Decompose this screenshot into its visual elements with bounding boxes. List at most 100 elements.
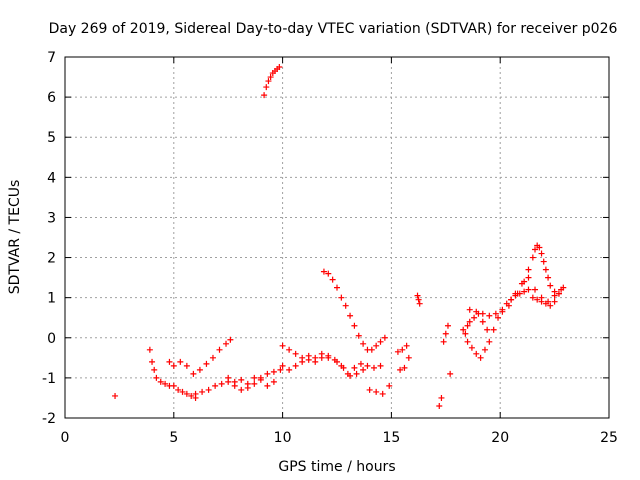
data-point xyxy=(414,292,421,299)
y-tick-label: 2 xyxy=(47,251,56,267)
data-point xyxy=(325,270,332,277)
data-point xyxy=(364,362,371,369)
y-tick-label: -1 xyxy=(42,371,56,387)
data-point xyxy=(149,358,156,365)
series-seg-l xyxy=(436,322,454,409)
data-point xyxy=(170,382,177,389)
data-point xyxy=(477,354,484,361)
data-point xyxy=(525,266,532,273)
data-point xyxy=(162,380,169,387)
data-point xyxy=(112,392,119,399)
data-point xyxy=(157,378,164,385)
x-tick-label: 25 xyxy=(600,430,618,446)
y-axis-ticks: -2 -1 0 1 2 3 4 5 6 7 xyxy=(42,50,609,427)
data-point xyxy=(444,322,451,329)
data-point xyxy=(484,326,491,333)
data-point xyxy=(558,286,565,293)
data-point xyxy=(514,290,521,297)
data-point xyxy=(329,276,336,283)
data-point xyxy=(264,370,271,377)
data-point xyxy=(405,354,412,361)
data-point xyxy=(351,364,358,371)
data-point xyxy=(555,290,562,297)
x-tick-label: 0 xyxy=(61,430,70,446)
data-point xyxy=(340,364,347,371)
data-point xyxy=(225,374,232,381)
data-point xyxy=(468,344,475,351)
data-point xyxy=(276,64,283,71)
series-seg-j xyxy=(394,342,412,373)
data-point xyxy=(177,358,184,365)
data-point xyxy=(238,376,245,383)
y-tick-label: 4 xyxy=(47,170,56,186)
data-point xyxy=(218,380,225,387)
data-point xyxy=(320,268,327,275)
data-point xyxy=(532,286,539,293)
data-point xyxy=(351,322,358,329)
data-point xyxy=(534,296,541,303)
data-point xyxy=(490,326,497,333)
y-tick-label: -2 xyxy=(42,411,56,427)
data-point xyxy=(227,336,234,343)
data-point xyxy=(368,346,375,353)
data-point xyxy=(397,366,404,373)
data-point xyxy=(196,366,203,373)
data-point xyxy=(264,382,271,389)
data-point xyxy=(462,330,469,337)
data-point xyxy=(394,348,401,355)
data-point xyxy=(466,318,473,325)
data-point xyxy=(216,346,223,353)
data-point xyxy=(525,286,532,293)
data-point xyxy=(347,372,354,379)
data-point xyxy=(251,380,258,387)
data-point xyxy=(481,346,488,353)
data-point xyxy=(471,314,478,321)
y-tick-label: 3 xyxy=(47,210,56,226)
x-tick-label: 20 xyxy=(491,430,509,446)
data-point xyxy=(486,338,493,345)
data-point xyxy=(486,312,493,319)
plot-frame xyxy=(64,56,610,419)
data-point xyxy=(279,342,286,349)
data-point xyxy=(386,382,393,389)
data-point xyxy=(475,310,482,317)
series-seg-b xyxy=(166,336,234,377)
data-point xyxy=(547,282,554,289)
data-point xyxy=(209,354,216,361)
data-point xyxy=(460,326,467,333)
data-point xyxy=(151,366,158,373)
data-point xyxy=(270,368,277,375)
series-seg-p xyxy=(460,310,491,337)
data-point xyxy=(495,314,502,321)
series-isolated xyxy=(112,392,119,399)
data-point xyxy=(312,358,319,365)
y-tick-label: 1 xyxy=(47,291,56,307)
data-point xyxy=(536,244,543,251)
series-seg-o xyxy=(508,242,562,303)
data-point xyxy=(238,386,245,393)
data-point xyxy=(277,366,284,373)
series-seg-k xyxy=(414,292,423,307)
data-point xyxy=(525,274,532,281)
data-point xyxy=(146,346,153,353)
data-point xyxy=(153,374,160,381)
data-point xyxy=(379,390,386,397)
data-point xyxy=(292,350,299,357)
chart-title: Day 269 of 2019, Sidereal Day-to-day VTE… xyxy=(49,21,618,37)
data-point xyxy=(521,288,528,295)
data-point xyxy=(179,388,186,395)
data-point xyxy=(192,390,199,397)
data-point xyxy=(292,362,299,369)
series-seg-e xyxy=(261,64,283,99)
y-tick-label: 5 xyxy=(47,130,56,146)
data-point xyxy=(442,330,449,337)
series-seg-a xyxy=(146,346,199,401)
data-point xyxy=(342,302,349,309)
data-point xyxy=(521,278,528,285)
x-axis-ticks: 0 5 10 15 20 25 xyxy=(61,57,618,446)
data-point xyxy=(305,356,312,363)
data-point xyxy=(261,92,268,99)
data-point xyxy=(190,370,197,377)
series-seg-i xyxy=(334,358,393,397)
data-point xyxy=(381,334,388,341)
